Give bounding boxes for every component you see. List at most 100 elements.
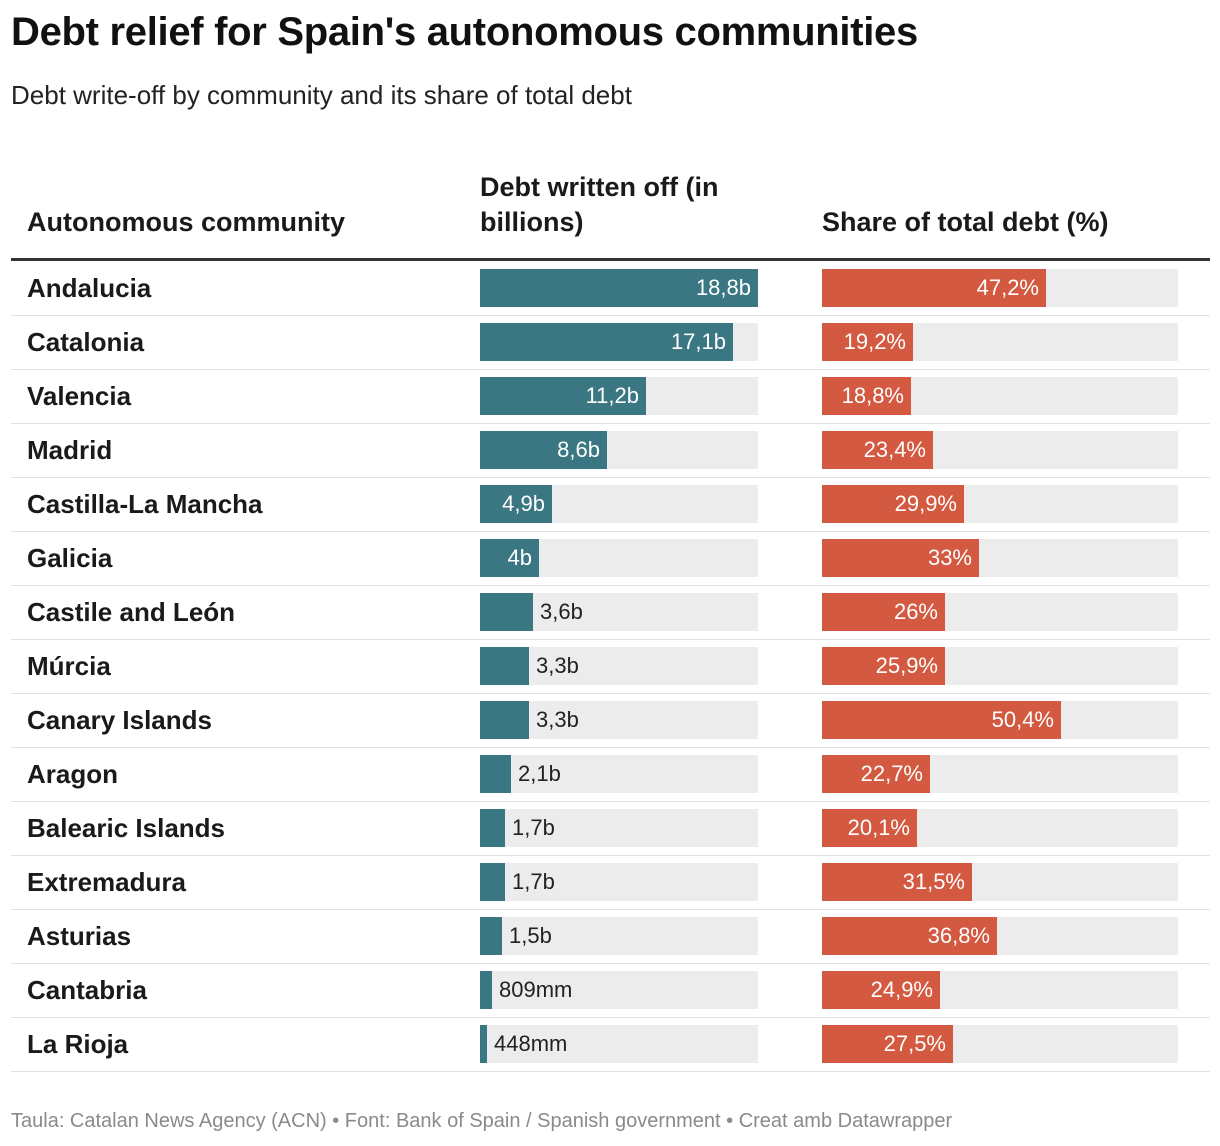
share-value-label: 31,5% [902,869,965,894]
share-bar [822,863,972,901]
debt-bar [480,377,646,415]
share-bar-track: 19,2% [822,323,1178,361]
debt-bar [480,485,552,523]
debt-value-label: 2,1b [518,761,561,786]
share-bar-track: 26% [822,593,1178,631]
debt-value-label: 11,2b [585,383,639,408]
community-name: Cantabria [27,975,147,1005]
debt-value-label: 1,5b [509,923,552,948]
share-bar-track: 24,9% [822,971,1178,1009]
debt-value-label: 1,7b [512,869,555,894]
community-name: Valencia [27,381,132,411]
debt-bar [480,701,529,739]
debt-bar-track: 1,7b [480,863,758,901]
share-value-label: 23,4% [863,437,926,462]
debt-bar-track: 11,2b [480,377,758,415]
debt-bar [480,1025,487,1063]
debt-bar-track: 18,8b [480,269,758,307]
table-row: Castile and León 3,6b 26% [11,585,1210,640]
share-value-label: 26% [893,599,938,624]
share-value-label: 24,9% [870,977,933,1002]
debt-bar [480,971,492,1009]
share-bar-track: 29,9% [822,485,1178,523]
table-row: Múrcia 3,3b 25,9% [11,639,1210,694]
share-value-label: 27,5% [883,1031,946,1056]
debt-bar-track: 1,5b [480,917,758,955]
share-bar-track: 27,5% [822,1025,1178,1063]
share-bar [822,971,940,1009]
community-name: Balearic Islands [27,813,225,843]
debt-value-label: 3,3b [536,653,579,678]
share-bar [822,431,933,469]
share-bar [822,593,945,631]
debt-bar [480,917,502,955]
share-bar [822,323,913,361]
share-bar-track: 20,1% [822,809,1178,847]
share-bar [822,755,930,793]
share-bar-track: 23,4% [822,431,1178,469]
share-value-label: 47,2% [976,275,1039,300]
debt-bar-track: 3,6b [480,593,758,631]
share-bar-track: 36,8% [822,917,1178,955]
community-name: Madrid [27,435,113,465]
community-name: Múrcia [27,651,111,681]
debt-bar [480,647,529,685]
share-bar-track: 18,8% [822,377,1178,415]
community-name: Aragon [27,759,118,789]
share-bar-track: 22,7% [822,755,1178,793]
table-row: Balearic Islands 1,7b 20,1% [11,801,1210,856]
column-header-share: Share of total debt (%) [822,207,1109,237]
debt-bar-track: 3,3b [480,647,758,685]
source-footer: Taula: Catalan News Agency (ACN) • Font:… [11,1110,953,1132]
community-name: Canary Islands [27,705,212,735]
share-bar-track: 33% [822,539,1178,577]
table-row: Cantabria 809mm 24,9% [11,963,1210,1018]
debt-bar-track: 448mm [480,1025,758,1063]
table-row: Madrid 8,6b 23,4% [11,423,1210,478]
community-name: Castilla-La Mancha [27,489,263,519]
debt-bar [480,539,539,577]
share-bar-track: 47,2% [822,269,1178,307]
debt-bar [480,593,533,631]
share-value-label: 50,4% [991,707,1054,732]
share-bar [822,917,997,955]
share-value-label: 19,2% [843,329,906,354]
column-header-debt: Debt written off (in billions) [480,172,719,237]
table-row: Aragon 2,1b 22,7% [11,747,1210,802]
debt-value-label: 3,3b [536,707,579,732]
share-bar [822,485,964,523]
share-value-label: 29,9% [894,491,957,516]
debt-bar-track: 17,1b [480,323,758,361]
community-name: Galicia [27,543,113,573]
share-value-label: 18,8% [841,383,904,408]
debt-bar-track: 3,3b [480,701,758,739]
share-bar [822,809,917,847]
debt-bar [480,323,733,361]
table-row: Andalucia 18,8b 47,2% [11,261,1210,316]
debt-bar [480,863,505,901]
share-value-label: 22,7% [860,761,923,786]
debt-value-label: 3,6b [540,599,583,624]
community-name: Extremadura [27,867,186,897]
debt-value-label: 809mm [499,977,573,1002]
debt-value-label: 4,9b [502,491,545,516]
table-row: Catalonia 17,1b 19,2% [11,315,1210,370]
debt-bar [480,269,758,307]
debt-bar-track: 809mm [480,971,758,1009]
share-bar-track: 50,4% [822,701,1178,739]
chart-title: Debt relief for Spain's autonomous commu… [11,10,918,54]
debt-bar [480,431,607,469]
debt-bar [480,809,505,847]
share-bar [822,377,911,415]
table-row: Asturias 1,5b 36,8% [11,909,1210,964]
share-bar [822,269,1046,307]
debt-value-label: 1,7b [512,815,555,840]
table-row: Galicia 4b 33% [11,531,1210,586]
debt-bar [480,755,511,793]
share-bar [822,539,979,577]
debt-value-label: 8,6b [557,437,600,462]
debt-value-label: 448mm [494,1031,568,1056]
debt-bar-track: 2,1b [480,755,758,793]
share-value-label: 33% [927,545,972,570]
community-name: La Rioja [27,1029,129,1059]
